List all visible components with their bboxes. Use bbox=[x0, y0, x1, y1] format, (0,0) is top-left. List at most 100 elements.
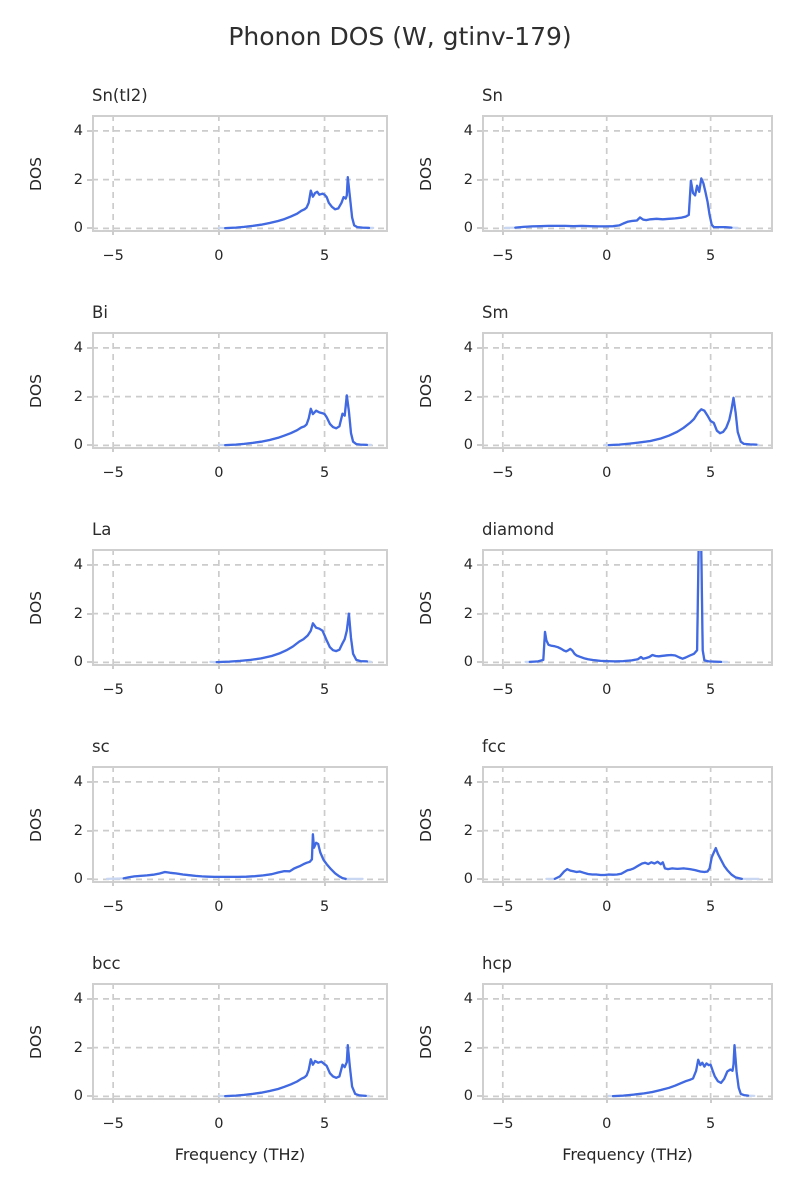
y-tick-label: 0 bbox=[463, 1088, 473, 1105]
y-tick-label: 0 bbox=[463, 437, 473, 454]
dos-curve-plot bbox=[92, 115, 388, 232]
y-tick-mark bbox=[87, 661, 92, 664]
x-tick-mark bbox=[112, 665, 115, 669]
y-tick-label: 0 bbox=[463, 871, 473, 888]
x-tick-label: 0 bbox=[214, 1116, 224, 1132]
y-tick-mark bbox=[87, 129, 92, 132]
y-tick-label: 0 bbox=[73, 1088, 83, 1105]
y-tick-label: 2 bbox=[463, 388, 473, 405]
x-tick-label: 5 bbox=[706, 465, 716, 481]
x-tick-mark bbox=[217, 882, 220, 886]
x-tick-label: 5 bbox=[319, 682, 330, 698]
plot-area: DOS −5 0 5 0 2 4 bbox=[417, 115, 773, 264]
y-tick-label: 4 bbox=[463, 556, 473, 573]
y-tick-label: 0 bbox=[73, 871, 83, 888]
y-tick-mark bbox=[477, 829, 482, 832]
x-tick-mark bbox=[605, 231, 608, 235]
x-tick-mark bbox=[605, 882, 608, 886]
figure-title: Phonon DOS (W, gtinv-179) bbox=[228, 22, 572, 51]
x-tick-label: 5 bbox=[706, 248, 716, 264]
x-tick-label: 5 bbox=[319, 1116, 330, 1132]
x-tick-mark bbox=[605, 665, 608, 669]
y-tick-mark bbox=[477, 1095, 482, 1098]
plot-area: DOS −5 0 5 0 2 4 bbox=[27, 115, 388, 264]
x-tick-label: −5 bbox=[492, 465, 514, 481]
x-tick-mark bbox=[217, 1099, 220, 1103]
y-tick-label: 0 bbox=[463, 654, 473, 671]
subplot-diamond: diamond DOS −5 0 5 0 2 4 bbox=[400, 519, 800, 736]
x-tick-mark bbox=[605, 448, 608, 452]
y-tick-mark bbox=[477, 780, 482, 783]
y-tick-label: 4 bbox=[463, 339, 473, 356]
x-tick-label: −5 bbox=[102, 248, 124, 264]
x-tick-mark bbox=[112, 231, 115, 235]
y-tick-mark bbox=[477, 395, 482, 398]
dos-curve-plot bbox=[482, 115, 773, 232]
plot-area: DOS −5 0 5 0 2 4 bbox=[27, 766, 388, 915]
y-tick-label: 2 bbox=[73, 388, 83, 405]
x-tick-mark bbox=[501, 665, 504, 669]
x-tick-mark bbox=[501, 1099, 504, 1103]
y-tick-mark bbox=[477, 1046, 482, 1049]
y-tick-mark bbox=[87, 1095, 92, 1098]
x-tick-mark bbox=[323, 665, 326, 669]
y-axis-label: DOS bbox=[27, 156, 46, 191]
y-tick-label: 4 bbox=[463, 990, 473, 1007]
dos-curve-plot bbox=[92, 549, 388, 666]
y-tick-mark bbox=[87, 780, 92, 783]
plot-area: DOS −5 0 5 0 2 4 bbox=[27, 549, 388, 698]
dos-curve-plot bbox=[92, 332, 388, 449]
y-tick-mark bbox=[477, 997, 482, 1000]
y-tick-label: 4 bbox=[73, 122, 83, 139]
y-tick-label: 2 bbox=[73, 822, 83, 839]
x-tick-label: −5 bbox=[102, 682, 124, 698]
x-tick-label: −5 bbox=[102, 899, 124, 915]
subplot-hcp: hcp DOS Frequency (THz) −5 0 5 0 2 4 bbox=[400, 953, 800, 1170]
x-tick-mark bbox=[323, 882, 326, 886]
y-tick-mark bbox=[477, 346, 482, 349]
y-axis-label: DOS bbox=[417, 807, 436, 842]
x-tick-mark bbox=[709, 665, 712, 669]
y-tick-label: 4 bbox=[463, 122, 473, 139]
y-tick-mark bbox=[477, 661, 482, 664]
subplot-sn-ti2: Sn(tI2) DOS −5 0 5 0 2 4 bbox=[0, 85, 400, 302]
x-tick-label: 0 bbox=[602, 1116, 612, 1132]
y-tick-mark bbox=[477, 563, 482, 566]
subplot-title: fcc bbox=[482, 737, 506, 756]
x-tick-mark bbox=[605, 1099, 608, 1103]
y-tick-label: 0 bbox=[73, 220, 83, 237]
y-tick-label: 2 bbox=[73, 605, 83, 622]
x-tick-mark bbox=[112, 448, 115, 452]
y-tick-mark bbox=[87, 444, 92, 447]
dos-curve-plot bbox=[92, 766, 388, 883]
y-axis-label: DOS bbox=[417, 373, 436, 408]
x-tick-mark bbox=[323, 231, 326, 235]
y-tick-mark bbox=[477, 178, 482, 181]
x-tick-label: −5 bbox=[102, 1116, 124, 1132]
x-axis-label: Frequency (THz) bbox=[174, 1145, 306, 1164]
y-tick-label: 4 bbox=[463, 773, 473, 790]
y-tick-mark bbox=[477, 612, 482, 615]
y-tick-label: 2 bbox=[73, 1039, 83, 1056]
y-tick-label: 0 bbox=[73, 437, 83, 454]
x-tick-mark bbox=[501, 448, 504, 452]
y-tick-mark bbox=[87, 1046, 92, 1049]
y-tick-label: 4 bbox=[73, 773, 83, 790]
y-axis-label: DOS bbox=[417, 1024, 436, 1059]
x-tick-mark bbox=[709, 231, 712, 235]
subplot-title: Sm bbox=[482, 303, 509, 322]
y-tick-mark bbox=[87, 178, 92, 181]
y-tick-label: 4 bbox=[73, 339, 83, 356]
y-tick-label: 4 bbox=[73, 990, 83, 1007]
y-tick-mark bbox=[477, 227, 482, 230]
y-tick-label: 2 bbox=[463, 605, 473, 622]
y-tick-label: 2 bbox=[463, 822, 473, 839]
plot-area: DOS −5 0 5 0 2 4 bbox=[417, 766, 773, 915]
x-tick-mark bbox=[323, 448, 326, 452]
x-tick-label: 0 bbox=[214, 899, 224, 915]
y-axis-label: DOS bbox=[27, 590, 46, 625]
x-tick-mark bbox=[217, 231, 220, 235]
subplot-title: Sn bbox=[482, 86, 503, 105]
y-axis-label: DOS bbox=[417, 590, 436, 625]
plot-area: DOS −5 0 5 0 2 4 bbox=[417, 332, 773, 481]
